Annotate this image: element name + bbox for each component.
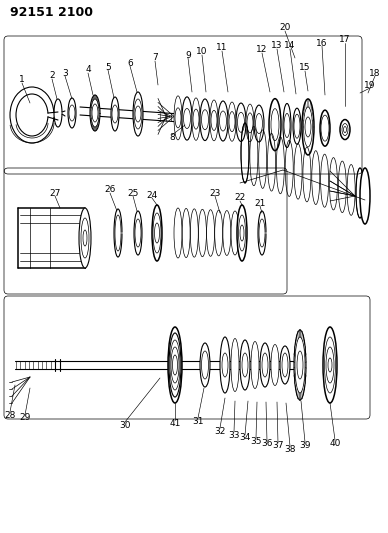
Text: 29: 29 — [19, 414, 31, 423]
Ellipse shape — [254, 105, 264, 142]
Text: 25: 25 — [127, 189, 139, 198]
Ellipse shape — [323, 327, 337, 403]
Ellipse shape — [111, 97, 119, 131]
Text: 33: 33 — [228, 431, 240, 440]
Text: 92151 2100: 92151 2100 — [10, 6, 93, 19]
Ellipse shape — [174, 96, 182, 140]
Ellipse shape — [133, 92, 143, 136]
Ellipse shape — [237, 205, 247, 261]
Text: 10: 10 — [196, 47, 208, 56]
Ellipse shape — [251, 342, 259, 389]
Text: 32: 32 — [214, 426, 226, 435]
Text: 13: 13 — [271, 42, 283, 51]
Text: 19: 19 — [364, 80, 376, 90]
Text: 21: 21 — [254, 198, 266, 207]
Ellipse shape — [271, 344, 279, 385]
Ellipse shape — [168, 327, 182, 403]
Ellipse shape — [218, 101, 228, 141]
Text: 7: 7 — [152, 53, 158, 62]
Ellipse shape — [320, 110, 330, 146]
Ellipse shape — [260, 343, 270, 387]
Text: 8: 8 — [169, 133, 175, 142]
Ellipse shape — [182, 97, 192, 140]
Text: 18: 18 — [369, 69, 381, 77]
Text: 4: 4 — [85, 66, 91, 75]
Text: 20: 20 — [279, 23, 291, 33]
Text: 24: 24 — [146, 190, 158, 199]
Text: 40: 40 — [329, 439, 341, 448]
Text: 26: 26 — [104, 185, 116, 195]
Text: 22: 22 — [234, 193, 246, 203]
Text: 39: 39 — [299, 440, 311, 449]
Text: 6: 6 — [127, 59, 133, 68]
Ellipse shape — [283, 103, 291, 148]
Ellipse shape — [240, 340, 250, 390]
Text: 9: 9 — [185, 51, 191, 60]
Ellipse shape — [280, 346, 290, 384]
Text: 28: 28 — [4, 410, 16, 419]
Text: 1: 1 — [19, 76, 25, 85]
Ellipse shape — [340, 119, 350, 140]
Ellipse shape — [231, 338, 239, 392]
Text: 41: 41 — [169, 418, 181, 427]
Ellipse shape — [302, 99, 314, 155]
Text: 15: 15 — [299, 63, 311, 72]
Text: 23: 23 — [209, 189, 221, 198]
Text: 16: 16 — [316, 38, 328, 47]
Ellipse shape — [269, 99, 281, 151]
Ellipse shape — [210, 100, 218, 141]
Ellipse shape — [69, 105, 75, 121]
Ellipse shape — [79, 208, 91, 268]
Ellipse shape — [200, 99, 210, 141]
Ellipse shape — [152, 205, 162, 261]
Text: 11: 11 — [216, 44, 228, 52]
Text: 2: 2 — [49, 71, 55, 80]
Text: 5: 5 — [105, 62, 111, 71]
Ellipse shape — [90, 95, 100, 131]
Text: 27: 27 — [49, 189, 61, 198]
Text: 12: 12 — [256, 45, 268, 54]
Text: 34: 34 — [239, 433, 251, 442]
Text: 3: 3 — [62, 69, 68, 77]
Ellipse shape — [294, 330, 306, 400]
Ellipse shape — [360, 168, 370, 224]
Text: 31: 31 — [192, 416, 204, 425]
Text: 14: 14 — [284, 42, 296, 51]
Ellipse shape — [236, 103, 246, 141]
Ellipse shape — [200, 343, 210, 387]
Ellipse shape — [192, 98, 200, 140]
Text: 35: 35 — [250, 437, 262, 446]
Ellipse shape — [228, 102, 236, 141]
Text: 37: 37 — [272, 441, 284, 450]
Text: 30: 30 — [119, 421, 131, 430]
Text: 36: 36 — [261, 440, 273, 448]
Ellipse shape — [68, 98, 76, 128]
Ellipse shape — [246, 104, 254, 142]
Text: 38: 38 — [284, 445, 296, 454]
Text: 17: 17 — [339, 36, 351, 44]
Ellipse shape — [220, 337, 230, 393]
Ellipse shape — [293, 108, 301, 144]
